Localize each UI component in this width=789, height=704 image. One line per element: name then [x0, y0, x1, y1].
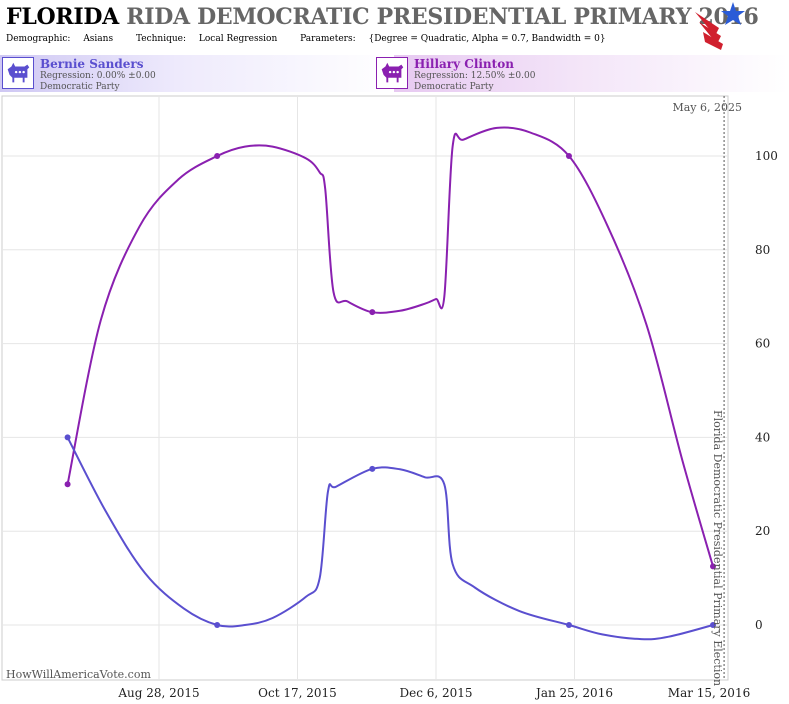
chart-title: FLORIDA RIDA DEMOCRATIC PRESIDENTIAL PRI… — [6, 4, 759, 30]
tick-labels: Aug 28, 2015 Oct 17, 2015 Dec 6, 2015 Jan 2… — [117, 149, 778, 700]
series-line — [66, 436, 714, 641]
watermark: HowWillAmericaVote.com — [6, 668, 151, 681]
data-point — [64, 434, 71, 441]
title-text: RIDA DEMOCRATIC PRESIDENTIAL PRIMARY 201… — [126, 4, 759, 30]
data-point — [710, 563, 716, 570]
y-tick-label: 100 — [755, 149, 778, 163]
candidate-party: Democratic Party — [40, 82, 120, 92]
data-point — [710, 622, 716, 628]
candidate-regression: Regression: 0.00% ±0.00 — [40, 71, 156, 81]
parameters-label: Parameters: — [300, 34, 356, 44]
chart-subtitle: Demographic: Asians Technique: Local Reg… — [6, 34, 626, 44]
technique-value: Local Regression — [198, 34, 278, 44]
demographic-value: Asians — [83, 34, 114, 44]
x-tick-label: Jan 25, 2016 — [534, 686, 613, 700]
technique-label: Technique: — [135, 34, 187, 44]
grid-lines — [2, 96, 728, 680]
x-tick-label: Mar 15, 2016 — [668, 686, 750, 700]
candidate-name: Hillary Clinton — [414, 57, 514, 71]
current-date-label: May 6, 2025 — [672, 101, 742, 114]
candidate-name: Bernie Sanders — [40, 57, 144, 71]
y-tick-label: 20 — [755, 524, 770, 538]
x-tick-label: Dec 6, 2015 — [399, 686, 472, 700]
series-lines — [64, 126, 716, 641]
legend-text-sanders: Bernie Sanders Regression: 0.00% ±0.00 D… — [40, 57, 156, 93]
data-point — [565, 622, 572, 628]
candidate-regression: Regression: 12.50% ±0.00 — [414, 71, 536, 81]
data-point — [214, 153, 221, 159]
y-tick-label: 0 — [755, 618, 763, 632]
x-tick-label: Oct 17, 2015 — [258, 686, 337, 700]
legend-item-clinton[interactable]: Hillary Clinton Regression: 12.50% ±0.00… — [376, 55, 788, 93]
candidate-party: Democratic Party — [414, 82, 494, 92]
chart-header: FLORIDA RIDA DEMOCRATIC PRESIDENTIAL PRI… — [0, 0, 789, 52]
data-point — [565, 153, 572, 159]
parameters-value: {Degree = Quadratic, Alpha = 0.7, Bandwi… — [368, 34, 606, 44]
data-point — [64, 481, 71, 488]
y-tick-label: 60 — [755, 337, 770, 351]
title-state: FLORIDA — [6, 4, 119, 30]
data-point — [369, 309, 376, 316]
y-tick-label: 80 — [755, 243, 770, 257]
election-label: Florida Democratic Presidential Primary … — [711, 410, 724, 686]
y-tick-label: 40 — [755, 430, 770, 444]
x-tick-label: Aug 28, 2015 — [117, 686, 199, 700]
plot-frame — [1, 95, 729, 681]
data-point — [369, 465, 376, 472]
data-point — [214, 622, 221, 628]
series-line — [66, 126, 714, 567]
site-logo-icon — [695, 2, 745, 50]
legend-text-clinton: Hillary Clinton Regression: 12.50% ±0.00… — [414, 57, 535, 93]
legend-item-sanders[interactable]: Bernie Sanders Regression: 0.00% ±0.00 D… — [0, 55, 394, 92]
demographic-label: Demographic: — [6, 34, 71, 44]
democrat-donkey-icon — [376, 57, 408, 89]
democrat-donkey-icon — [2, 57, 34, 89]
